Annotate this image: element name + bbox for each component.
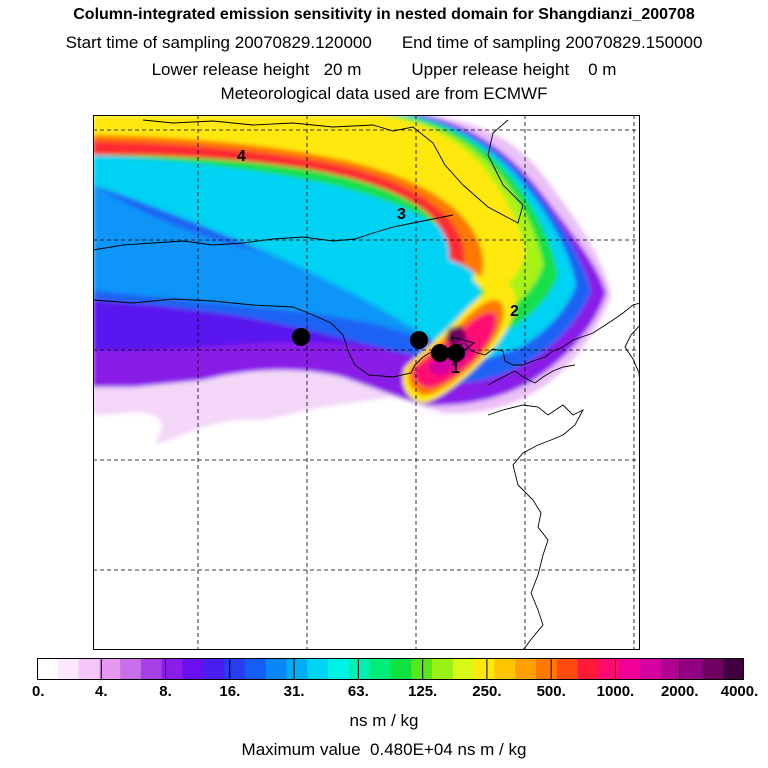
sensitivity-field <box>93 115 611 445</box>
colorbar-cell <box>57 658 80 680</box>
end-time-text: End time of sampling 20070829.150000 <box>401 33 703 52</box>
colorbar-cell <box>161 658 184 680</box>
colorbar-tick-label: 1000. <box>596 683 635 700</box>
coast-shandong <box>487 404 585 650</box>
colorbar-cell <box>348 658 371 680</box>
colorbar-cell <box>244 658 267 680</box>
contour-labels: 1 2 3 4 <box>237 148 519 377</box>
max-value-text: Maximum value 0.480E+04 ns m / kg <box>241 740 527 759</box>
colorbar-cell <box>390 658 412 680</box>
colorbar-cell <box>515 658 537 680</box>
band-lightblue <box>93 185 438 340</box>
coast-north <box>142 119 524 224</box>
colorbar-cell <box>723 658 744 680</box>
contour-label-3: 3 <box>397 206 406 223</box>
colorbar-cell <box>660 658 683 680</box>
receptor-triangle <box>451 336 476 356</box>
release-heights: Lower release height 20 m Upper release h… <box>0 60 768 80</box>
colorbar-cell <box>432 658 454 680</box>
colorbar-cell <box>494 658 516 680</box>
colorbar <box>37 658 744 680</box>
colorbar-cell <box>411 658 433 680</box>
colorbar-tick-label: 63. <box>347 683 369 700</box>
colorbar-cell <box>307 658 329 680</box>
coastlines <box>93 119 640 650</box>
contour-label-2: 2 <box>510 303 519 320</box>
colorbar-cell <box>203 658 225 680</box>
colorbar-cells <box>37 658 744 680</box>
colorbar-cell <box>556 658 579 680</box>
colorbar-cell <box>265 658 288 680</box>
colorbar-frame <box>37 658 744 680</box>
contour-label-4: 4 <box>237 148 246 165</box>
colorbar-cell <box>37 658 59 680</box>
colorbar-cell <box>286 658 308 680</box>
station-marker <box>292 328 310 346</box>
colorbar-cell <box>473 658 496 680</box>
contour-label-1: 1 <box>451 360 460 377</box>
colorbar-tick-label: 2000. <box>660 683 699 700</box>
colorbar-tick-label: 8. <box>159 683 172 700</box>
colorbar-cell <box>702 658 724 680</box>
lower-release-text: Lower release height 20 m <box>151 60 362 79</box>
colorbar-cell <box>328 658 350 680</box>
station-marker <box>410 331 428 349</box>
map-frame <box>93 115 640 650</box>
colorbar-tick-label: 125. <box>408 683 438 700</box>
colorbar-cell <box>619 658 641 680</box>
colorbar-tick-label: 500. <box>536 683 566 700</box>
colorbar-cell <box>598 658 620 680</box>
colorbar-cell <box>369 658 392 680</box>
colorbar-cell <box>78 658 100 680</box>
colorbar-dividers <box>100 658 681 680</box>
colorbar-cell <box>577 658 600 680</box>
colorbar-tick-label: 31. <box>283 683 305 700</box>
colorbar-cell <box>224 658 246 680</box>
band-red <box>93 141 465 265</box>
colorbar-cell <box>120 658 142 680</box>
band-yellow <box>93 115 525 297</box>
colorbar-tick-label: 250. <box>472 683 502 700</box>
colorbar-cell <box>99 658 121 680</box>
sampling-times: Start time of sampling 20070829.120000 En… <box>0 33 768 53</box>
colorbar-tick-label: 16. <box>219 683 241 700</box>
plot-title: Column-integrated emission sensitivity i… <box>73 6 695 23</box>
colorbar-cell <box>681 658 704 680</box>
units-label: ns m / kg <box>349 711 419 730</box>
met-data-text: Meteorological data used are from ECMWF <box>220 84 548 103</box>
core-max <box>445 325 467 347</box>
colorbar-cell <box>536 658 558 680</box>
colorbar-cell <box>182 658 204 680</box>
colorbar-tick-label: 4. <box>95 683 108 700</box>
border-west <box>93 214 454 251</box>
emission-sensitivity-map: 1 2 3 4 <box>93 115 640 650</box>
start-time-text: Start time of sampling 20070829.120000 <box>65 33 372 52</box>
colorbar-tick-label: 0. <box>31 683 45 700</box>
coast-liaodong <box>487 364 576 386</box>
colorbar-cell <box>640 658 662 680</box>
colorbar-tick-label: 4000. <box>720 683 759 700</box>
upper-release-text: Upper release height 0 m <box>411 60 617 79</box>
station-marker <box>431 344 449 362</box>
lat-lon-grid <box>93 115 640 650</box>
colorbar-cell <box>140 658 163 680</box>
coast-bohai-west <box>93 298 416 378</box>
colorbar-cell <box>452 658 475 680</box>
